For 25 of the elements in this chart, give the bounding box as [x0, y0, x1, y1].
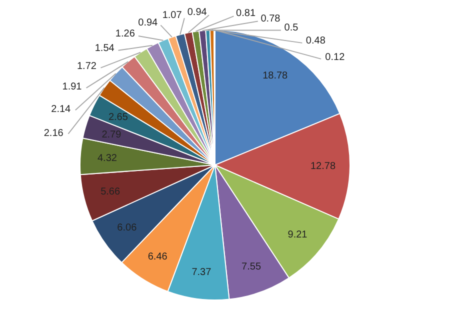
- data-label: 1.07: [162, 10, 182, 22]
- data-label: 4.32: [97, 153, 118, 164]
- data-label: 0.12: [325, 52, 346, 63]
- data-label: 7.55: [242, 262, 262, 273]
- data-label: 2.14: [51, 104, 72, 116]
- data-label: 2.16: [44, 128, 64, 140]
- data-label: 9.21: [288, 230, 308, 241]
- data-label: 0.81: [236, 8, 256, 20]
- data-label: 0.94: [138, 17, 158, 28]
- data-label: 18.78: [262, 70, 288, 82]
- data-label: 1.91: [62, 81, 82, 92]
- data-label: 1.72: [76, 60, 97, 72]
- data-label: 1.26: [115, 28, 136, 40]
- data-label: 0.48: [306, 36, 326, 46]
- data-label: 12.78: [310, 161, 336, 172]
- data-label: 0.5: [284, 22, 299, 34]
- data-label: 0.94: [187, 7, 208, 18]
- data-label: 2.79: [102, 129, 122, 140]
- data-label: 2.65: [108, 112, 128, 124]
- data-label: 6.06: [117, 222, 138, 234]
- data-label: 5.66: [100, 186, 120, 198]
- data-label: 7.37: [192, 267, 212, 278]
- data-label: 1.54: [94, 43, 115, 54]
- data-label: 6.46: [148, 251, 168, 262]
- data-label: 0.78: [260, 13, 281, 24]
